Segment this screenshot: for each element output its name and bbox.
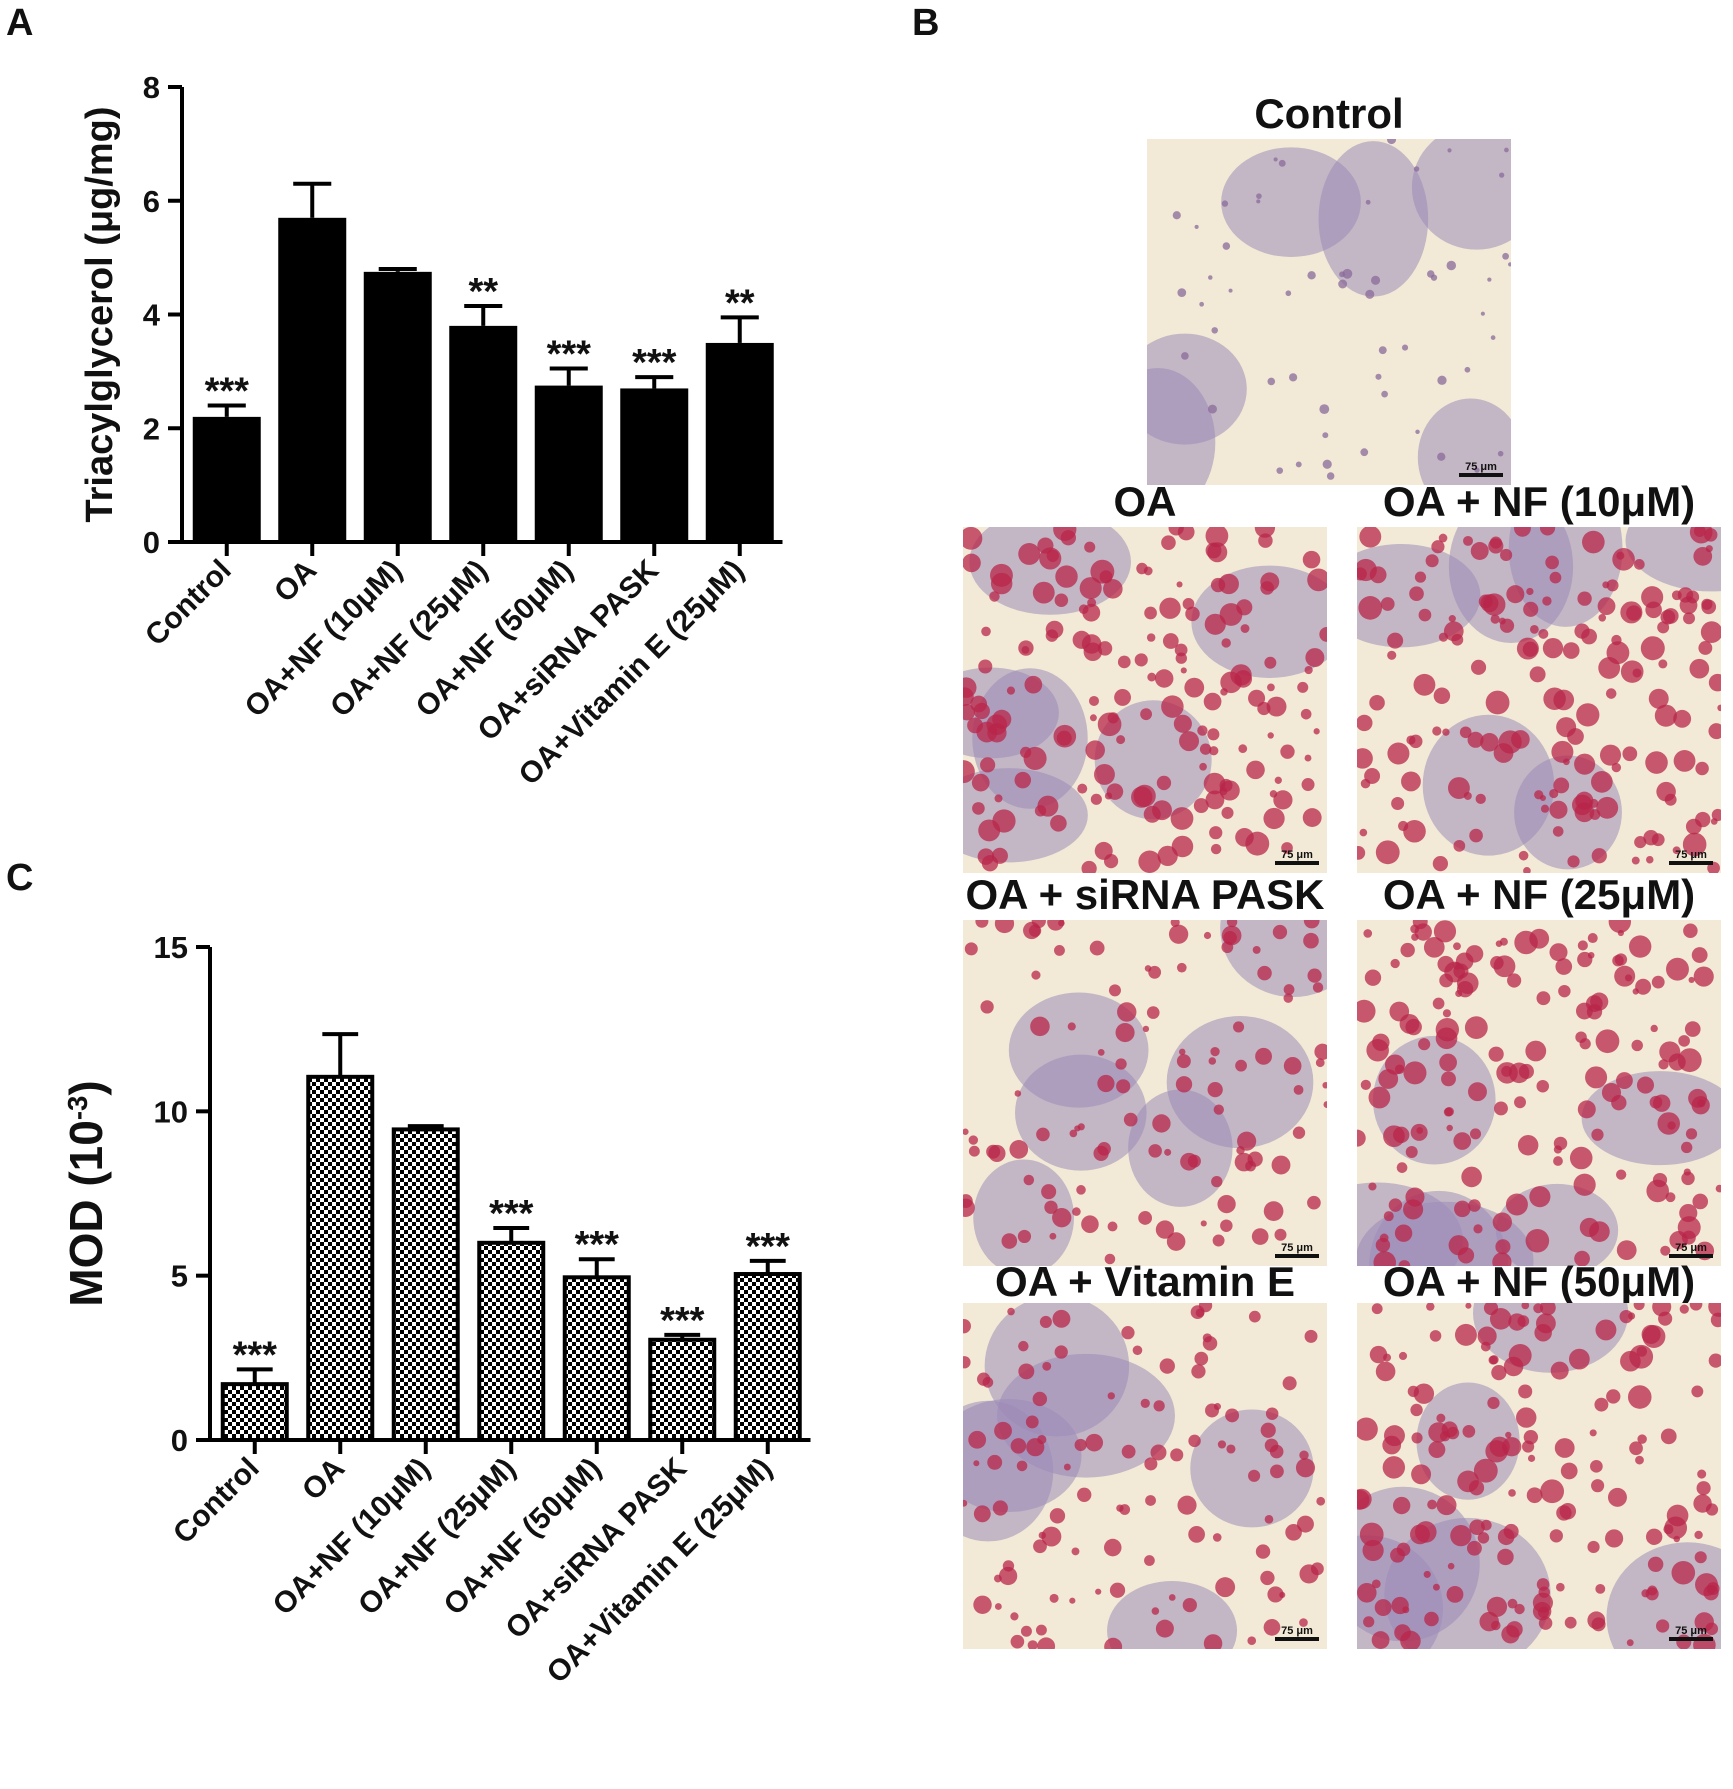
category-label-3: OA+NF (25μM): [352, 1452, 522, 1622]
bar-6: [733, 1272, 802, 1443]
y-axis-label: MOD (10-3): [60, 1080, 112, 1306]
bar-4: [562, 1275, 631, 1442]
y-tick-label-2: 4: [143, 298, 161, 333]
scale-bar: 75 μm: [1275, 849, 1319, 865]
micrograph-title-6: OA + NF (50μM): [1382, 1258, 1696, 1305]
y-axis-label: Triacylglycerol (μg/mg): [79, 106, 121, 522]
category-label-4: OA+NF (50μM): [410, 554, 580, 724]
panel-letter-c: C: [6, 857, 34, 899]
panel-letter-b: B: [912, 2, 940, 44]
micrograph-title-2: OA + NF (10μM): [1382, 478, 1696, 525]
significance-label-4: ***: [575, 1224, 620, 1266]
scale-line: [1275, 861, 1319, 865]
scale-line: [1459, 473, 1503, 477]
category-label-3: OA+NF (25μM): [324, 554, 494, 724]
category-label-2: OA+NF (10μM): [267, 1452, 437, 1622]
micrograph-title-3: OA + siRNA PASK: [965, 871, 1325, 918]
scale-bar: 75 μm: [1459, 461, 1503, 477]
bar-2: [391, 1127, 460, 1442]
scale-label: 75 μm: [1281, 849, 1313, 861]
micrograph-image-4: 75 μm: [1357, 920, 1721, 1266]
scale-label: 75 μm: [1281, 1625, 1313, 1637]
y-tick-label-3: 6: [143, 184, 160, 219]
scale-label: 75 μm: [1675, 1242, 1707, 1254]
y-tick-label-0: 0: [143, 525, 160, 560]
scale-bar: 75 μm: [1275, 1242, 1319, 1258]
bar-1: [306, 1074, 375, 1442]
y-tick-label-0: 0: [171, 1423, 188, 1458]
significance-label-6: **: [725, 282, 755, 324]
scale-bar: 75 μm: [1669, 1242, 1713, 1258]
scale-label: 75 μm: [1675, 849, 1707, 861]
micrograph-title-4: OA + NF (25μM): [1382, 871, 1696, 918]
scale-label: 75 μm: [1465, 461, 1497, 473]
micrograph-image-5: 75 μm: [963, 1303, 1327, 1649]
significance-label-6: ***: [746, 1226, 791, 1268]
significance-label-3: ***: [489, 1193, 534, 1235]
bar-0: [220, 1382, 289, 1442]
significance-label-0: ***: [205, 371, 250, 413]
scale-label: 75 μm: [1281, 1242, 1313, 1254]
significance-label-5: ***: [632, 342, 677, 384]
bar-5: [648, 1337, 717, 1442]
category-label-1: OA: [296, 1452, 351, 1507]
y-tick-label-4: 8: [143, 70, 160, 105]
micrograph-drawing-0: [1147, 139, 1511, 485]
y-tick-label-3: 15: [154, 930, 188, 965]
significance-label-5: ***: [660, 1300, 705, 1342]
scale-line: [1275, 1254, 1319, 1258]
panel-letter-a: A: [6, 2, 34, 44]
micrograph-image-1: 75 μm: [963, 527, 1327, 873]
category-label-4: OA+NF (50μM): [438, 1452, 608, 1622]
micrograph-drawing-4: [1357, 920, 1721, 1266]
bar-3: [449, 325, 518, 542]
bar-3: [477, 1240, 546, 1442]
scale-line: [1669, 1254, 1713, 1258]
micrograph-image-0: 75 μm: [1147, 139, 1511, 485]
bar-5: [620, 388, 689, 542]
scale-bar: 75 μm: [1669, 849, 1713, 865]
micrograph-drawing-5: [963, 1303, 1327, 1649]
scale-line: [1669, 861, 1713, 865]
scale-label: 75 μm: [1675, 1625, 1707, 1637]
scale-bar: 75 μm: [1275, 1625, 1319, 1641]
micrograph-image-3: 75 μm: [963, 920, 1327, 1266]
y-tick-label-1: 5: [171, 1259, 188, 1294]
bar-6: [705, 342, 774, 542]
micrograph-image-2: 75 μm: [1357, 527, 1721, 873]
micrograph-drawing-1: [963, 527, 1327, 873]
category-label-0: Control: [139, 554, 238, 653]
micrograph-title-1: OA: [1113, 478, 1177, 525]
scale-bar: 75 μm: [1669, 1625, 1713, 1641]
micrograph-drawing-6: [1357, 1303, 1721, 1649]
scale-line: [1669, 1637, 1713, 1641]
y-tick-label-2: 10: [154, 1094, 188, 1129]
significance-label-3: **: [468, 271, 498, 313]
micrograph-title-5: OA + Vitamin E: [995, 1258, 1295, 1305]
category-label-2: OA+NF (10μM): [239, 554, 409, 724]
bar-0: [192, 416, 261, 542]
micrograph-drawing-2: [1357, 527, 1721, 873]
y-tick-label-1: 2: [143, 411, 160, 446]
category-label-0: Control: [167, 1452, 266, 1551]
micrograph-image-6: 75 μm: [1357, 1303, 1721, 1649]
micrograph-title-0: Control: [1254, 90, 1404, 137]
bar-1: [278, 217, 347, 542]
bar-2: [363, 271, 432, 542]
bar-4: [534, 385, 603, 542]
significance-label-4: ***: [547, 334, 592, 376]
category-label-1: OA: [268, 554, 323, 609]
significance-label-0: ***: [233, 1334, 278, 1376]
micrograph-drawing-3: [963, 920, 1327, 1266]
scale-line: [1275, 1637, 1319, 1641]
